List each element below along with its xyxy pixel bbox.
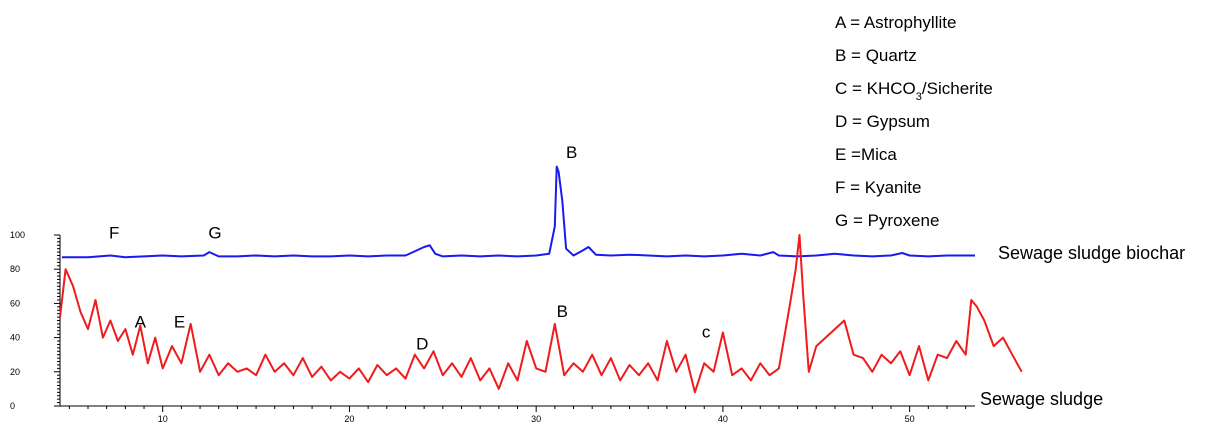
legend-item-f: F = Kyanite [835,178,921,197]
series-line-sludge [59,234,1023,394]
x-tick-label: 40 [718,414,728,424]
x-tick-label: 50 [905,414,915,424]
peak-label: B [566,143,577,162]
peak-labels: F G B A E D Bc [109,143,711,354]
y-tick-label: 80 [10,264,20,274]
peak-label: A [135,312,147,331]
peak-label: D [416,335,428,354]
legend-item-e: E =Mica [835,145,897,164]
x-tick-label: 20 [344,414,354,424]
x-tick-label: 10 [158,414,168,424]
peak-label: c [702,323,711,342]
series-label-sludge: Sewage sludge [980,389,1103,409]
legend-item-b: B = Quartz [835,46,917,65]
series-layer [59,165,1023,394]
x-tick-label: 30 [531,414,541,424]
series-label-biochar: Sewage sludge biochar [998,243,1185,263]
peak-label: E [174,312,185,331]
y-tick-label: 60 [10,298,20,308]
series-line-biochar [61,165,975,259]
y-tick-label: 100 [10,230,25,240]
y-tick-label: 20 [10,367,20,377]
axes: 10 20 30 40 50 0 20 40 60 80 100 [10,230,975,424]
legend-item-d: D = Gypsum [835,112,930,131]
legend: A = Astrophyllite B = Quartz C = KHCO3/S… [835,13,993,230]
peak-label: F [109,223,119,242]
y-tick-label: 40 [10,333,20,343]
legend-item-g: G = Pyroxene [835,211,939,230]
legend-item-c: C = KHCO3/Sicherite [835,79,993,103]
peak-label: B [557,302,568,321]
y-tick-label: 0 [10,401,15,411]
legend-item-a: A = Astrophyllite [835,13,956,32]
peak-label: G [208,223,221,242]
